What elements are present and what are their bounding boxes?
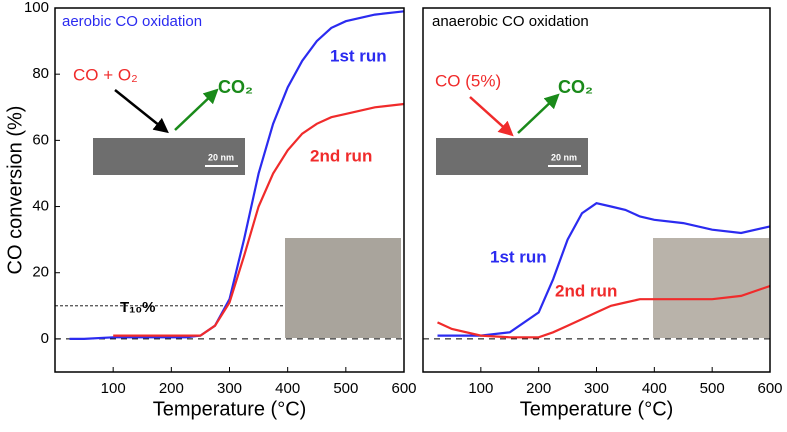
y-tick-label: 0 — [41, 330, 49, 347]
x-tick-label: 200 — [526, 380, 551, 397]
series-label: 2nd run — [310, 146, 372, 165]
x-tick-label: 300 — [217, 380, 242, 397]
threshold-label: T₁₀% — [120, 299, 155, 316]
y-tick-label: 40 — [32, 198, 49, 215]
arrow — [469, 96, 514, 137]
y-tick-label: 100 — [24, 0, 49, 16]
product-label: CO₂ — [558, 77, 593, 97]
reactant-label: CO (5%) — [435, 71, 501, 90]
arrow — [174, 88, 219, 131]
y-tick-label: 20 — [32, 264, 49, 281]
series-label: 1st run — [490, 247, 547, 266]
tem-image — [436, 138, 588, 175]
scale-bar-label: 20 nm — [208, 152, 234, 162]
x-tick-label: 100 — [468, 380, 493, 397]
arrow — [114, 89, 169, 134]
line-series — [69, 10, 405, 340]
reactant-label: CO + O₂ — [73, 65, 138, 84]
x-tick-label: 300 — [584, 380, 609, 397]
scale-bar-label: 20 nm — [551, 152, 577, 162]
arrow — [517, 93, 560, 134]
line-series — [437, 284, 771, 339]
x-tick-label: 100 — [101, 380, 126, 397]
y-axis-title: CO conversion (%) — [4, 106, 26, 275]
y-tick-label: 80 — [32, 65, 49, 82]
x-tick-label: 600 — [391, 380, 416, 397]
line-series — [113, 102, 405, 337]
x-tick-label: 600 — [757, 380, 782, 397]
x-tick-label: 400 — [275, 380, 300, 397]
x-axis-title: Temperature (°C) — [153, 398, 307, 420]
y-tick-label: 60 — [32, 131, 49, 148]
x-tick-label: 500 — [333, 380, 358, 397]
photo-inset — [285, 238, 401, 338]
x-tick-label: 200 — [159, 380, 184, 397]
panel-title: anaerobic CO oxidation — [432, 13, 589, 30]
product-label: CO₂ — [218, 77, 253, 97]
panel-title: aerobic CO oxidation — [62, 13, 202, 30]
series-label: 2nd run — [555, 281, 617, 300]
tem-image — [93, 138, 245, 175]
x-axis-title: Temperature (°C) — [520, 398, 674, 420]
series-label: 1st run — [330, 46, 387, 65]
line-series — [437, 202, 771, 337]
x-tick-label: 400 — [642, 380, 667, 397]
photo-inset — [653, 238, 769, 338]
x-tick-label: 500 — [700, 380, 725, 397]
